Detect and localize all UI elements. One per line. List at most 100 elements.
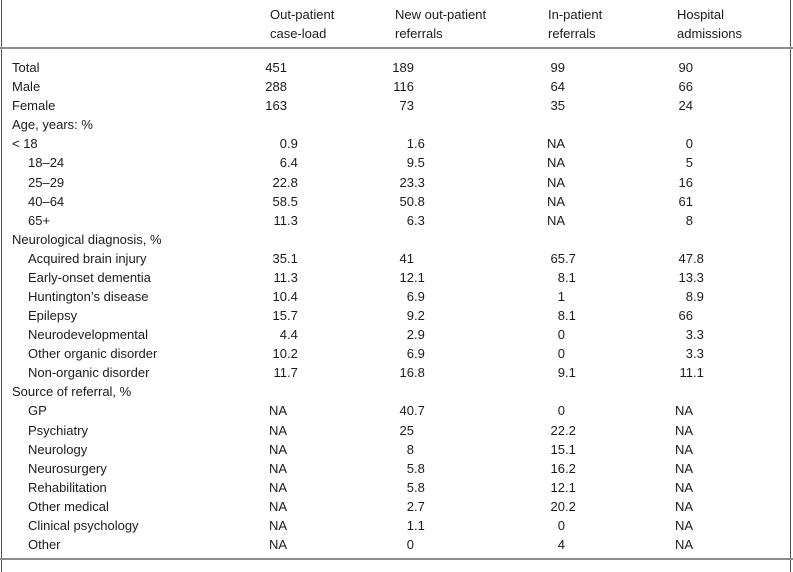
cell-value: 11.3 — [273, 269, 298, 285]
row-label: 65+ — [28, 212, 51, 228]
cell-value: 3.3 — [685, 346, 704, 362]
cell-value: 24 — [678, 98, 693, 114]
cell-value: 12.1 — [399, 269, 425, 285]
cell-value: 0 — [557, 327, 565, 343]
cell-value: NA — [674, 403, 693, 419]
cell-value: NA — [674, 422, 693, 438]
cell-value: 58.5 — [272, 193, 298, 209]
cell-value: 288 — [265, 79, 287, 95]
row-label: Psychiatry — [28, 422, 88, 438]
cell-value: NA — [268, 403, 287, 419]
cell-value: 2.9 — [406, 327, 425, 343]
section-label: Neurological diagnosis, % — [12, 231, 162, 247]
cell-value: NA — [546, 212, 565, 228]
cell-value: 73 — [399, 98, 414, 114]
row-label: Epilepsy — [28, 308, 78, 323]
cell-value: NA — [674, 441, 693, 457]
cell-value: 16.2 — [550, 460, 576, 476]
cell-value: 15.7 — [272, 308, 298, 323]
row-label: Non-organic disorder — [28, 365, 150, 381]
cell-value: NA — [674, 517, 693, 533]
cell-value: 8 — [685, 212, 693, 228]
cell-value: NA — [268, 460, 287, 476]
cell-value: 12.1 — [550, 479, 576, 495]
cell-value: 0 — [406, 537, 414, 552]
cell-value: 13.3 — [678, 269, 704, 285]
table-row: Other medical NA 2.7 20.2 NA — [0, 497, 793, 516]
cell-value: 9.2 — [406, 308, 425, 323]
cell-value: 1.1 — [406, 517, 425, 533]
cell-value: NA — [674, 537, 693, 552]
cell-value: 5.8 — [406, 460, 425, 476]
cell-value: 11.7 — [273, 365, 298, 381]
table-row: Huntington’s disease 10.4 6.9 1 8.9 — [0, 287, 793, 306]
cell-value: NA — [268, 517, 287, 533]
cell-value: 0.9 — [279, 136, 298, 152]
cell-value: 35.1 — [272, 250, 298, 266]
cell-value: 64 — [550, 79, 565, 95]
cell-value: 189 — [392, 60, 414, 75]
column-header-new-outpatient-referrals: New out-patient referrals — [395, 7, 487, 41]
cell-value: NA — [674, 479, 693, 495]
cell-value: NA — [674, 460, 693, 476]
section-label: Source of referral, % — [12, 384, 132, 400]
cell-value: 8.1 — [557, 269, 576, 285]
cell-value: 2.7 — [406, 498, 425, 514]
cell-value: 40.7 — [399, 403, 425, 419]
row-label: Neurodevelopmental — [28, 327, 148, 343]
row-label: Male — [12, 79, 41, 95]
section-header-row: Source of referral, % — [0, 382, 793, 401]
cell-value: 8.1 — [557, 308, 576, 323]
cell-value: 11.3 — [273, 212, 298, 228]
table-row: Acquired brain injury 35.1 41 65.7 47.8 — [0, 249, 793, 268]
table-row: Total 451 189 99 90 — [0, 58, 793, 77]
cell-value: 0 — [685, 136, 693, 152]
table-row: 25–29 22.8 23.3 NA 16 — [0, 173, 793, 192]
cell-value: 20.2 — [550, 498, 576, 514]
row-label: Acquired brain injury — [28, 250, 147, 266]
column-header-inpatient-referrals: In-patient referrals — [548, 7, 603, 41]
row-label: 18–24 — [28, 155, 65, 171]
cell-value: 22.8 — [272, 174, 298, 190]
right-frame-line — [790, 0, 791, 572]
cell-value: 66 — [678, 79, 693, 95]
left-frame-line — [1, 0, 2, 572]
row-label: Neurosurgery — [28, 460, 107, 476]
table-row: < 18 0.9 1.6 NA 0 — [0, 134, 793, 153]
cell-value: NA — [268, 422, 287, 438]
column-header-hospital-admissions: Hospital admissions — [677, 7, 743, 41]
cell-value: NA — [546, 174, 565, 190]
cell-value: 116 — [393, 79, 414, 95]
table-row: Early-onset dementia 11.3 12.1 8.1 13.3 — [0, 268, 793, 287]
table-row: Clinical psychology NA 1.1 0 NA — [0, 516, 793, 535]
cell-value: NA — [546, 155, 565, 171]
table-row: Non-organic disorder 11.7 16.8 9.1 11.1 — [0, 363, 793, 382]
cell-value: 1.6 — [406, 136, 425, 152]
cell-value: 5.8 — [406, 479, 425, 495]
cell-value: NA — [546, 193, 565, 209]
cell-value: 99 — [550, 60, 565, 75]
cell-value: 6.9 — [406, 289, 425, 304]
cell-value: NA — [268, 537, 287, 552]
cell-value: 16.8 — [399, 365, 425, 381]
table-row: Male 288 116 64 66 — [0, 77, 793, 96]
cell-value: 451 — [265, 60, 287, 75]
cell-value: 41 — [399, 250, 414, 266]
section-header-row: Neurological diagnosis, % — [0, 230, 793, 249]
cell-value: 3.3 — [685, 327, 704, 343]
row-label: Total — [12, 60, 40, 75]
cell-value: 15.1 — [550, 441, 576, 457]
cell-value: NA — [268, 441, 287, 457]
cell-value: 66 — [678, 308, 693, 323]
table-row: Neurodevelopmental 4.4 2.9 0 3.3 — [0, 325, 793, 344]
cell-value: 0 — [557, 517, 565, 533]
table-row: Epilepsy 15.7 9.2 8.1 66 — [0, 306, 793, 325]
section-header-row: Age, years: % — [0, 115, 793, 134]
table-row: Neurosurgery NA 5.8 16.2 NA — [0, 459, 793, 478]
table-row: GP NA 40.7 0 NA — [0, 401, 793, 420]
table-row: Other organic disorder 10.2 6.9 0 3.3 — [0, 344, 793, 363]
row-label: Other organic disorder — [28, 346, 158, 362]
row-label: Neurology — [28, 441, 88, 457]
